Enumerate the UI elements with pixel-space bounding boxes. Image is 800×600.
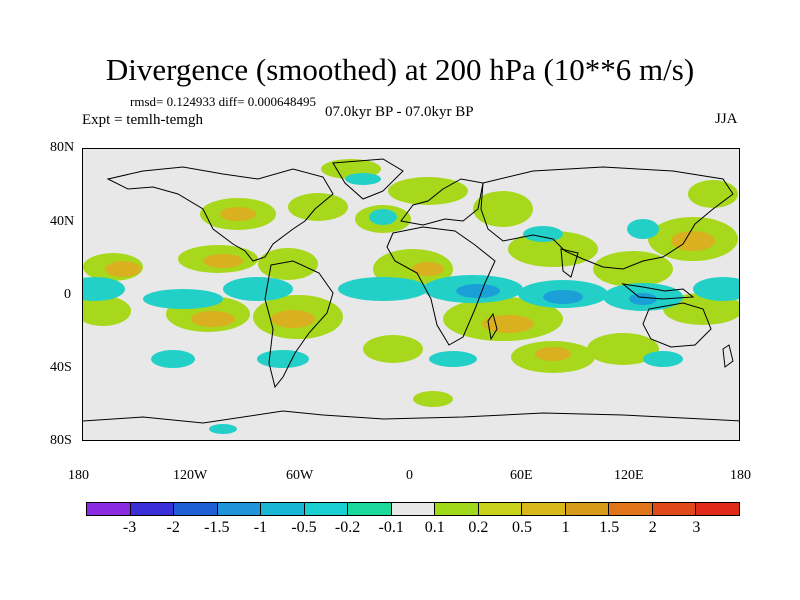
colorbar-swatch [522,503,566,515]
colorbar-swatch [261,503,305,515]
colorbar-label: 0.5 [512,519,532,536]
colorbar-label: -0.2 [334,519,361,536]
x-tick-60e: 60E [510,468,533,483]
colorbar-label: -0.5 [291,519,317,536]
x-tick-0: 0 [406,468,413,483]
colorbar-swatch [217,503,262,515]
colorbar-swatch [130,503,175,515]
experiment-label: Expt = temlh-temgh [82,112,203,128]
colorbar-label: -2 [166,519,180,536]
plot-title: Divergence (smoothed) at 200 hPa (10**6 … [105,52,695,87]
colorbar-swatch [87,503,131,515]
y-tick-80s: 80S [50,433,72,448]
y-tick-0: 0 [64,287,71,302]
colorbar-swatch [652,503,697,515]
season-label: JJA [715,111,738,127]
colorbar-swatch [609,503,653,515]
y-tick-40s: 40S [50,360,72,375]
stats-label: rmsd= 0.124933 diff= 0.000648495 [130,94,316,109]
colorbar-label: -0.1 [378,519,404,536]
divergence-field [83,158,739,434]
colorbar-label: 0.2 [468,519,489,536]
x-tick-180w: 180 [68,468,89,483]
colorbar-swatch [565,503,610,515]
x-tick-120w: 120W [173,468,208,483]
colorbar-label: -1.5 [204,519,230,536]
coastlines [83,158,739,424]
map-panel [82,148,740,441]
colorbar-swatch [348,503,392,515]
colorbar-label: 1 [561,519,570,536]
y-tick-40n: 40N [50,214,75,229]
colorbar-label: 2 [648,519,657,536]
colorbar-swatch [304,503,349,515]
colorbar-label: -1 [253,519,268,536]
colorbar-label: 1.5 [599,519,620,536]
period-label: 07.0kyr BP - 07.0kyr BP [325,104,474,120]
colorbar-label: -3 [122,519,137,536]
x-tick-180e: 180 [730,468,751,483]
colorbar-label: 3 [692,519,701,536]
colorbar [86,502,740,516]
colorbar-label: 0.1 [424,519,445,536]
colorbar-swatch [391,503,436,515]
colorbar-swatch [174,503,218,515]
y-tick-80n: 80N [50,140,75,155]
x-tick-120e: 120E [614,468,644,483]
strong-divergence-areas [105,207,715,361]
colorbar-swatch [435,503,479,515]
x-tick-60w: 60W [286,468,314,483]
colorbar-swatch [696,503,739,515]
strong-convergence-areas [456,284,657,305]
colorbar-swatch [478,503,523,515]
